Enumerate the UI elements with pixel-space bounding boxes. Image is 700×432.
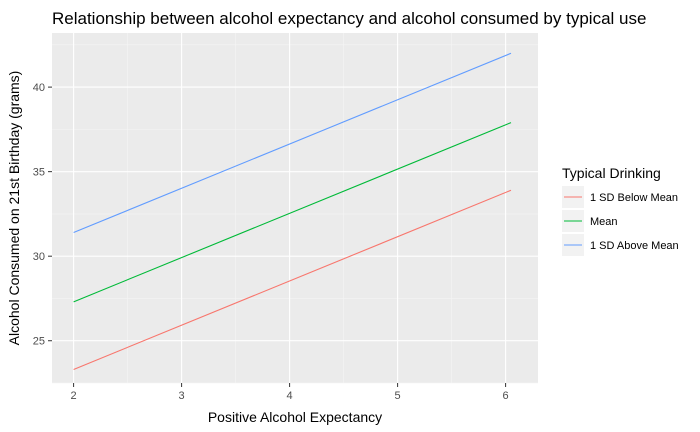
y-axis: 25 30 35 40 bbox=[33, 82, 52, 348]
series-lines bbox=[73, 52, 512, 370]
plot-panel bbox=[52, 33, 538, 383]
x-tick-label: 6 bbox=[503, 390, 509, 402]
legend-title: Typical Drinking bbox=[562, 165, 661, 181]
y-axis-title: Alcohol Consumed on 21st Birthday (grams… bbox=[6, 71, 22, 346]
chart-title: Relationship between alcohol expectancy … bbox=[52, 9, 646, 28]
legend: Typical Drinking 1 SD Below Mean Mean 1 SD… bbox=[562, 165, 679, 256]
series-line bbox=[73, 52, 512, 234]
legend-label: 1 SD Below Mean bbox=[590, 192, 678, 204]
x-tick-label: 2 bbox=[71, 390, 77, 402]
grid-major bbox=[52, 33, 538, 383]
legend-label: 1 SD Above Mean bbox=[590, 240, 679, 252]
x-tick-label: 5 bbox=[395, 390, 401, 402]
y-tick-label: 25 bbox=[33, 336, 45, 348]
x-axis-title: Positive Alcohol Expectancy bbox=[208, 409, 382, 425]
legend-label: Mean bbox=[590, 216, 618, 228]
x-axis: 2 3 4 5 6 bbox=[71, 383, 509, 402]
series-line bbox=[73, 122, 512, 303]
y-tick-label: 30 bbox=[33, 251, 45, 263]
y-tick-label: 35 bbox=[33, 167, 45, 179]
series-line bbox=[73, 189, 512, 370]
y-tick-label: 40 bbox=[33, 82, 45, 94]
grid-minor bbox=[52, 33, 538, 384]
x-tick-label: 3 bbox=[179, 390, 185, 402]
x-tick-label: 4 bbox=[287, 390, 293, 402]
